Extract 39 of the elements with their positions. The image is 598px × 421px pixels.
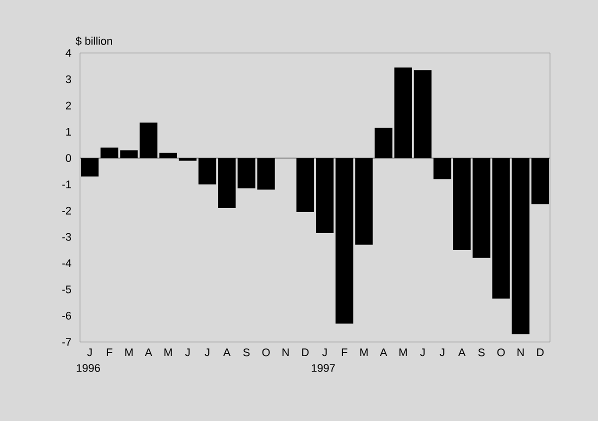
x-tick-label: M bbox=[164, 348, 172, 356]
x-tick-label: D bbox=[302, 348, 309, 356]
x-tick-label: J bbox=[185, 348, 190, 356]
y-tick-label: 1 bbox=[66, 128, 71, 136]
x-tick-label: F bbox=[106, 348, 112, 356]
y-tick-label: 3 bbox=[66, 75, 72, 84]
y-axis-title: $ billion bbox=[76, 36, 112, 46]
y-tick-label: 2 bbox=[66, 102, 71, 110]
x-tick-label: F bbox=[342, 348, 348, 356]
x-tick-label: J bbox=[87, 348, 92, 356]
y-tick-label: -4 bbox=[62, 259, 72, 267]
y-tick-label: -1 bbox=[62, 180, 71, 188]
y-tick-label: 4 bbox=[66, 49, 72, 57]
text: 1997 bbox=[312, 364, 335, 372]
x-tick-label: S bbox=[243, 348, 250, 356]
x-tick-label: O bbox=[262, 348, 270, 356]
y-tick-label: -5 bbox=[62, 286, 72, 294]
y-tick-label: -2 bbox=[62, 206, 71, 214]
x-tick-label: A bbox=[144, 348, 152, 356]
x-tick-label: N bbox=[282, 348, 289, 356]
y-tick-label: -6 bbox=[62, 312, 72, 320]
x-tick-label: S bbox=[478, 348, 485, 356]
x-tick-label: A bbox=[458, 348, 466, 356]
x-tick-label: O bbox=[497, 348, 505, 356]
y-tick-label: -7 bbox=[62, 338, 71, 346]
x-tick-label: A bbox=[380, 348, 388, 356]
x-tick-label: J bbox=[440, 348, 444, 356]
x-tick-label: D bbox=[537, 348, 544, 356]
y-tick-label: 0 bbox=[66, 154, 72, 162]
x-tick-label: M bbox=[399, 348, 407, 356]
x-tick-label: J bbox=[420, 348, 425, 356]
text: 1996 bbox=[76, 364, 100, 372]
x-tick-label: A bbox=[223, 348, 231, 356]
x-tick-label: J bbox=[322, 348, 327, 356]
y-tick-label: -3 bbox=[62, 233, 72, 241]
x-tick-label: N bbox=[518, 348, 524, 356]
x-tick-label: M bbox=[125, 348, 133, 356]
x-tick-label: J bbox=[204, 348, 210, 356]
x-tick-label: M bbox=[360, 348, 368, 356]
